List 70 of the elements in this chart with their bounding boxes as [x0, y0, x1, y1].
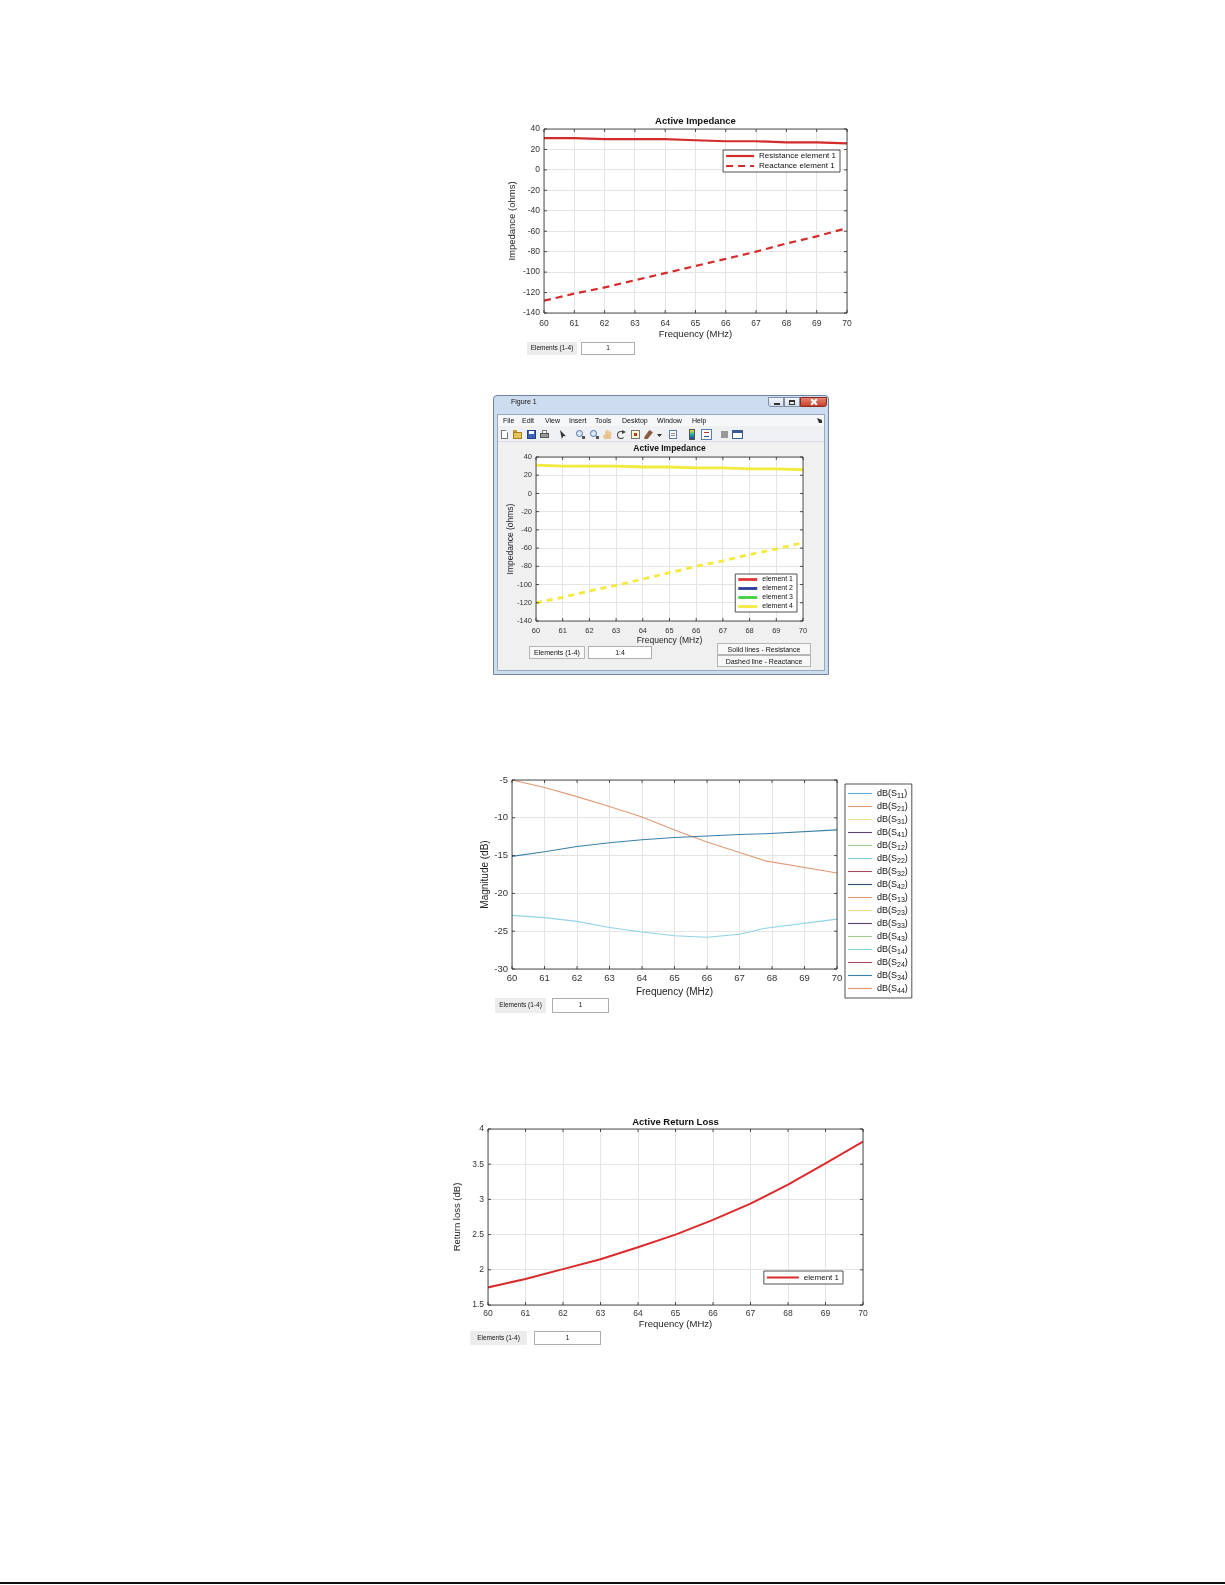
- legend-label: Reactance element 1: [759, 161, 836, 171]
- y-tick-label: -40: [527, 205, 541, 216]
- x-tick-label: 67: [751, 318, 762, 329]
- y-tick-label: -20: [527, 184, 541, 195]
- x-tick-label: 64: [633, 1308, 643, 1319]
- x-tick-label: 61: [520, 1308, 531, 1319]
- y-tick-label: -30: [494, 962, 508, 974]
- x-tick-label: 60: [539, 318, 549, 329]
- x-tick-label: 61: [539, 972, 550, 984]
- y-tick-label: 4: [479, 1123, 485, 1134]
- x-tick-label: 66: [708, 1308, 718, 1319]
- x-tick-label: 69: [820, 1308, 831, 1319]
- x-tick-label: 67: [734, 972, 745, 984]
- x-tick-label: 68: [781, 318, 792, 329]
- y-tick-label: 2: [479, 1264, 485, 1275]
- x-tick-label: 65: [669, 972, 680, 984]
- x-tick-label: 62: [558, 1308, 568, 1319]
- x-tick-label: 63: [604, 972, 615, 984]
- legend-label: element 1: [803, 1272, 840, 1282]
- x-tick-label: 65: [690, 318, 701, 329]
- x-tick-label: 60: [483, 1308, 493, 1319]
- x-tick-label: 70: [842, 318, 852, 329]
- y-tick-label: -25: [494, 924, 508, 936]
- chart-title: Active Impedance: [655, 114, 736, 126]
- y-tick-label: -15: [494, 849, 508, 861]
- y-tick-label: -100: [522, 266, 541, 277]
- y-tick-label: 1.5: [472, 1299, 485, 1310]
- y-tick-label: 20: [530, 143, 541, 154]
- line-series: [536, 541, 803, 605]
- x-tick-label: 64: [660, 318, 671, 329]
- y-axis-title: Impedance (ohms): [505, 181, 517, 261]
- x-tick-label: 69: [799, 972, 810, 984]
- y-axis-title: Return loss (dB): [450, 1182, 462, 1252]
- y-tick-label: -80: [527, 246, 541, 257]
- x-tick-label: 69: [811, 318, 822, 329]
- y-tick-label: 0: [535, 164, 541, 175]
- x-tick-label: 70: [831, 972, 843, 984]
- y-tick-label: 3.5: [472, 1158, 485, 1169]
- chart-title: Active Return Loss: [632, 1115, 719, 1127]
- legend-label: Resistance element 1: [759, 151, 837, 161]
- x-axis-title: Frequency (MHz): [635, 985, 714, 997]
- y-tick-label: -20: [494, 887, 508, 899]
- chart-title: Active Impedance: [633, 443, 706, 454]
- y-tick-label: -5: [499, 773, 508, 785]
- x-tick-label: 63: [595, 1308, 606, 1319]
- x-axis-title: Frequency (MHz): [638, 1317, 713, 1329]
- x-tick-label: 62: [599, 318, 610, 329]
- x-tick-label: 63: [630, 318, 640, 329]
- y-tick-label: -60: [527, 225, 541, 236]
- x-axis-title: Frequency (MHz): [658, 327, 733, 339]
- x-tick-label: 68: [766, 972, 778, 984]
- x-tick-label: 64: [636, 972, 648, 984]
- x-tick-label: 60: [506, 972, 518, 984]
- y-tick-label: -120: [522, 286, 541, 297]
- x-tick-label: 67: [745, 1308, 756, 1319]
- y-tick-label: 40: [530, 123, 541, 134]
- x-tick-label: 70: [858, 1308, 868, 1319]
- x-tick-label: 68: [783, 1308, 793, 1319]
- y-axis-title: Impedance (ohms): [505, 503, 516, 575]
- y-tick-label: 3: [479, 1193, 485, 1204]
- y-tick-label: -140: [522, 307, 541, 318]
- x-tick-label: 62: [571, 972, 583, 984]
- y-tick-label: -10: [494, 811, 508, 823]
- x-tick-label: 65: [670, 1308, 681, 1319]
- y-axis-title: Magnitude (dB): [478, 840, 490, 909]
- x-axis-title: Frequency (MHz): [636, 635, 703, 646]
- x-tick-label: 66: [721, 318, 731, 329]
- y-tick-label: 2.5: [472, 1228, 485, 1239]
- x-tick-label: 66: [701, 972, 713, 984]
- x-tick-label: 61: [569, 318, 580, 329]
